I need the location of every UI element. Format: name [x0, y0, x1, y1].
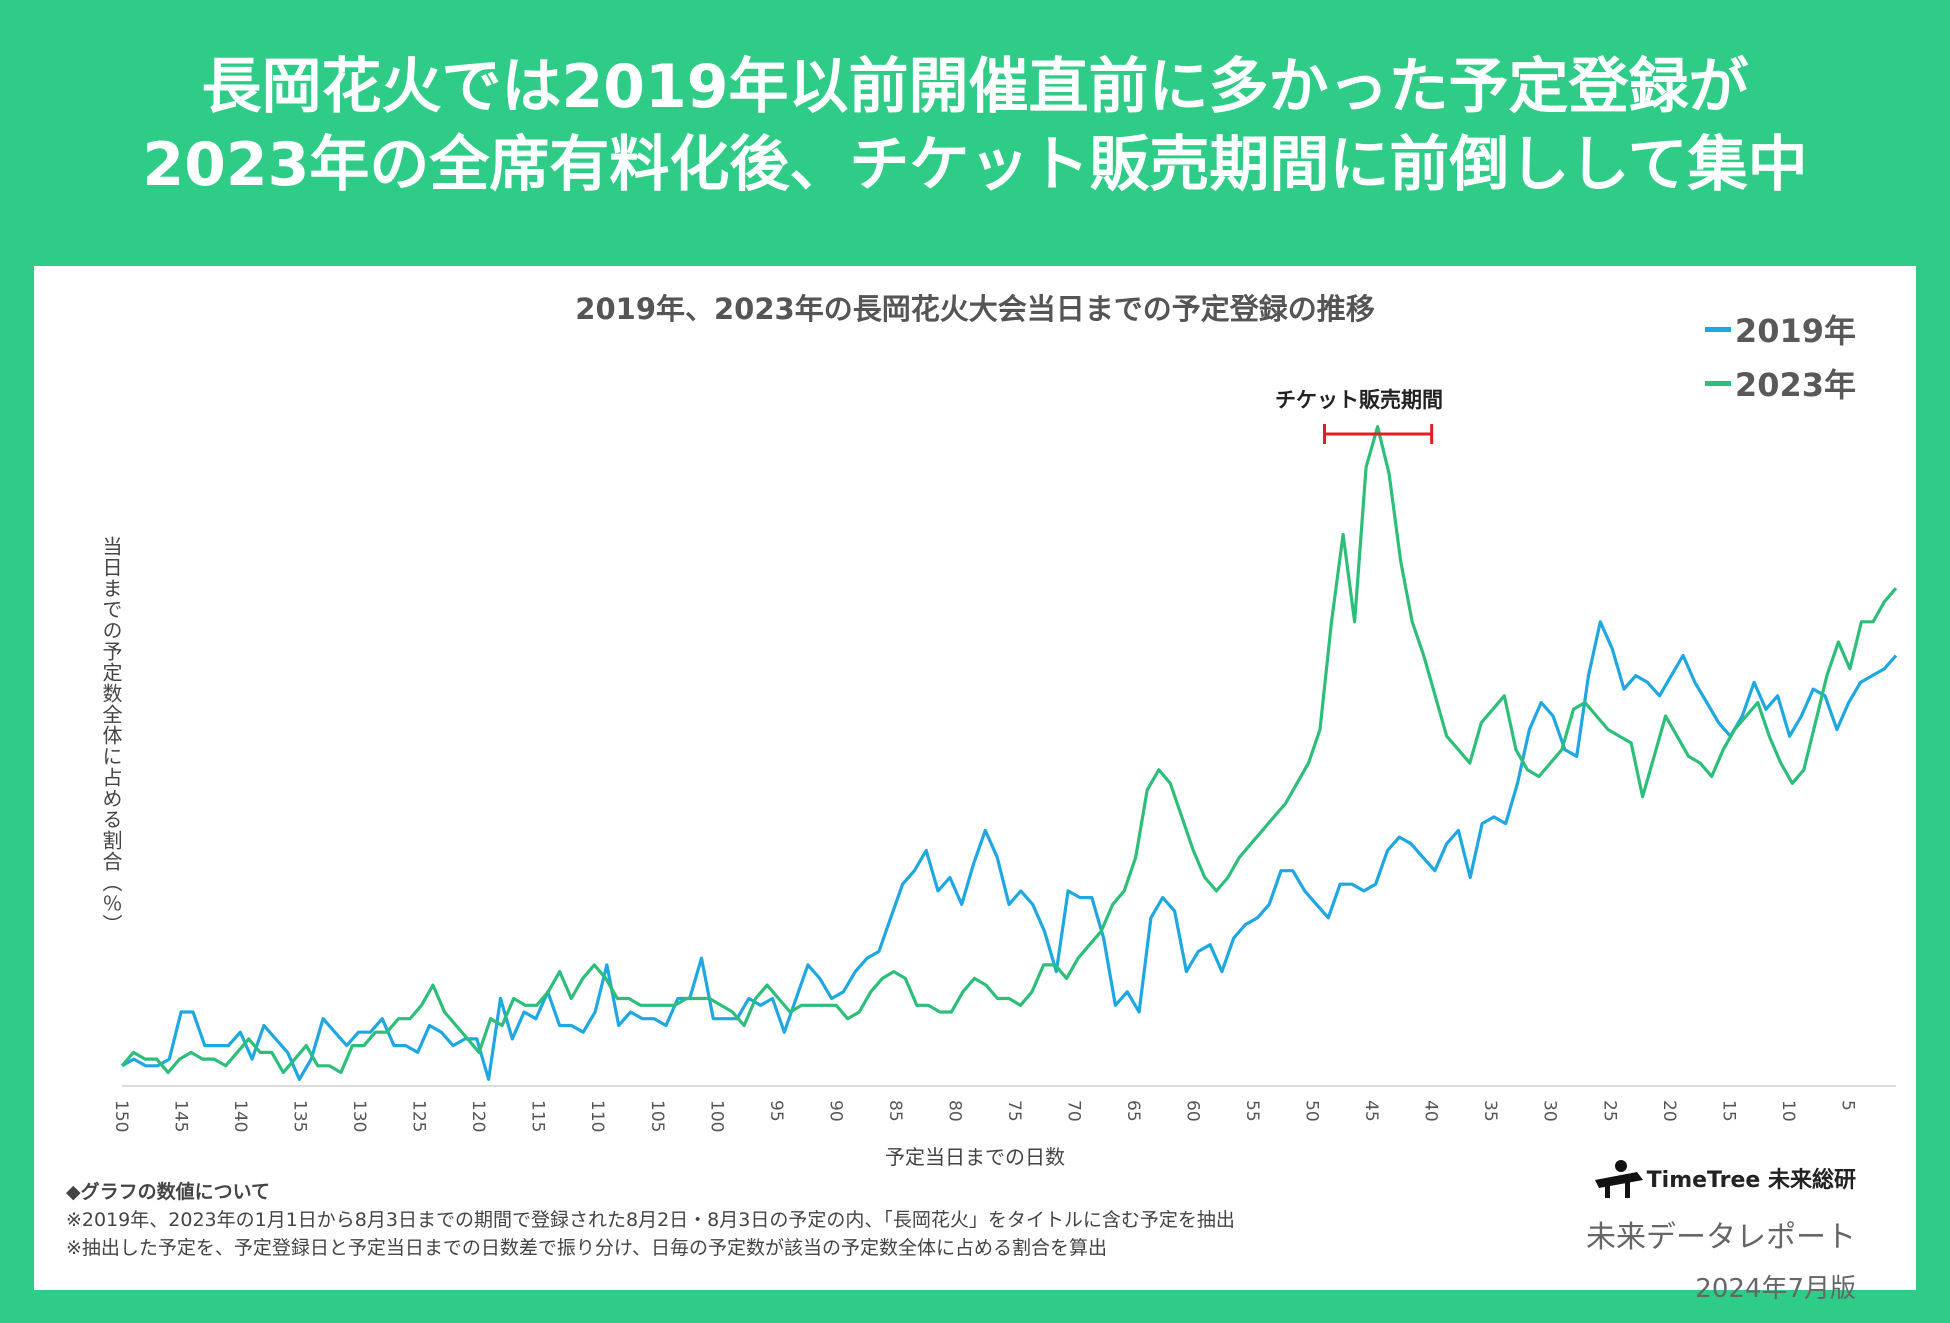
legend-swatch-2019 — [1704, 326, 1731, 332]
x-tick-label: 15 — [1718, 1100, 1738, 1122]
notes: ◆グラフの数値について ※2019年、2023年の1月1日から8月3日までの期間… — [66, 1178, 1235, 1262]
x-axis-label: 予定当日までの日数 — [885, 1145, 1065, 1169]
x-tick-label: 70 — [1063, 1100, 1083, 1122]
x-tick-label: 115 — [528, 1100, 548, 1132]
chart-panel: 150 145 140 135 130 125 120 115 110 105 100 95 90 85 8… — [34, 266, 1916, 1304]
legend-item-2023: 2023年 — [1704, 356, 1856, 410]
brand-logo-text: TimeTree 未来総研 — [1646, 1168, 1856, 1193]
x-tick-label: 150 — [111, 1100, 131, 1132]
x-tick-label: 5 — [1837, 1100, 1857, 1111]
legend-label-2023: 2023年 — [1734, 366, 1856, 404]
series-line-2019 — [121, 620, 1898, 1081]
y-axis-label: 当日までの予定数全体に占める割合（％） — [99, 536, 123, 935]
x-tick-label: 135 — [290, 1100, 310, 1132]
x-tick-label: 145 — [171, 1100, 191, 1132]
chart-title: 2019年、2023年の長岡花火大会当日までの予定登録の推移 — [575, 292, 1375, 326]
x-tick-label: 50 — [1302, 1100, 1322, 1122]
notes-line-1: ※2019年、2023年の1月1日から8月3日までの期間で登録された8月2日・8… — [66, 1209, 1235, 1231]
headline: 長岡花火では2019年以前開催直前に多かった予定登録が 2023年の全席有料化後… — [0, 48, 1950, 204]
tree-logo-icon — [1594, 1160, 1643, 1198]
x-tick-label: 95 — [766, 1100, 786, 1122]
brand-report: 未来データレポート — [1586, 1220, 1856, 1255]
x-tick-label: 125 — [409, 1100, 429, 1132]
headline-line-2: 2023年の全席有料化後、チケット販売期間に前倒しして集中 — [142, 130, 1808, 200]
x-tick-label: 120 — [468, 1100, 488, 1132]
x-tick-label: 140 — [230, 1100, 250, 1132]
brand-date: 2024年7月版 — [1695, 1274, 1856, 1304]
x-tick-label: 55 — [1242, 1100, 1262, 1122]
x-tick-label: 80 — [944, 1100, 964, 1122]
ticket-period-label: チケット販売期間 — [1275, 388, 1443, 412]
notes-heading: ◆グラフの数値について — [66, 1181, 271, 1203]
chart-svg: 150 145 140 135 130 125 120 115 110 105 100 95 90 85 8… — [111, 424, 1898, 1132]
legend-item-2019: 2019年 — [1704, 302, 1856, 356]
x-tick-label: 90 — [825, 1100, 845, 1122]
legend-swatch-2023 — [1704, 380, 1731, 386]
legend-label-2019: 2019年 — [1734, 312, 1856, 350]
brand-logo: TimeTree 未来総研 — [1586, 1158, 1856, 1198]
x-tick-label: 105 — [647, 1100, 667, 1132]
series-line-2023 — [120, 425, 1898, 1075]
x-tick-label: 25 — [1599, 1100, 1619, 1122]
x-tick-label: 40 — [1421, 1100, 1441, 1122]
headline-line-1: 長岡花火では2019年以前開催直前に多かった予定登録が — [201, 52, 1749, 122]
x-tick-label: 60 — [1183, 1100, 1203, 1122]
x-tick-label: 100 — [706, 1100, 726, 1132]
x-tick-label: 75 — [1004, 1100, 1024, 1122]
x-tick-label: 35 — [1480, 1100, 1500, 1122]
brand: TimeTree 未来総研 未来データレポート 2024年7月版 — [1586, 1158, 1856, 1305]
x-tick-label: 30 — [1540, 1100, 1560, 1122]
x-tick-label: 85 — [885, 1100, 905, 1122]
x-tick-label: 20 — [1659, 1100, 1679, 1122]
x-tick-label: 130 — [349, 1100, 369, 1132]
legend: 2019年 2023年 — [1704, 302, 1856, 410]
x-tick-label: 45 — [1361, 1100, 1381, 1122]
x-tick-label: 10 — [1778, 1100, 1798, 1122]
notes-line-2: ※抽出した予定を、予定登録日と予定当日までの日数差で振り分け、日毎の予定数が該当… — [66, 1237, 1107, 1259]
x-tick-label: 65 — [1123, 1100, 1143, 1122]
x-tick-label: 110 — [587, 1100, 607, 1132]
